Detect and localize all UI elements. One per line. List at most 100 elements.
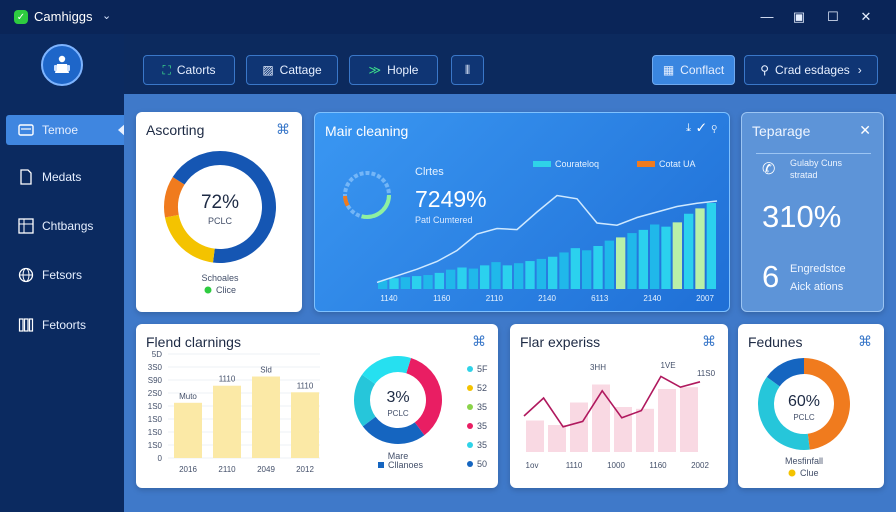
chart-bar <box>593 246 603 289</box>
search-icon: ⚲ <box>760 63 770 77</box>
image-icon: ▨ <box>262 63 274 77</box>
globe-icon <box>18 267 34 283</box>
legend-label: 35 <box>477 421 487 431</box>
y-tick-label: 1S0 <box>148 402 163 411</box>
x-tick-label: 2140 <box>538 294 556 303</box>
pin-icon[interactable]: ⌘ <box>276 121 290 137</box>
chart-bar <box>400 277 410 289</box>
x-tick-label: 2049 <box>257 465 275 474</box>
download-icon[interactable]: ⤓ <box>686 122 691 134</box>
x-tick-label: 1160 <box>649 461 667 470</box>
x-tick-label: 2012 <box>296 465 314 474</box>
donut-value: 72% <box>201 192 239 213</box>
chart-bar <box>252 376 280 458</box>
legend-label: 50 <box>477 459 487 469</box>
card-title: Mair cleaning <box>325 123 409 139</box>
chart-bar <box>582 250 592 289</box>
close-button[interactable]: ✕ <box>860 9 872 24</box>
chart-bar <box>616 237 626 289</box>
card-actions: ⤓ ✓ ⚲ <box>686 122 717 135</box>
chart-bar <box>680 387 698 452</box>
chart-bar <box>412 276 422 289</box>
maximize-button[interactable]: ☐ <box>827 9 839 24</box>
legend-dot <box>467 366 473 372</box>
legend-swatch <box>378 462 384 468</box>
chart-bar <box>706 203 716 289</box>
app-shield-icon: ✓ <box>14 10 28 24</box>
legend-swatch <box>637 161 655 167</box>
sidebar-item-label: Chtbangs <box>42 219 94 233</box>
y-tick-label: 1S0 <box>148 428 163 437</box>
chart-bar <box>536 258 546 289</box>
chart-bar <box>548 425 566 452</box>
bar-label: Sld <box>260 366 272 375</box>
avatar[interactable] <box>41 44 83 86</box>
x-tick-label: 1110 <box>566 461 583 470</box>
search-button[interactable]: ⚲ Crad esdages › <box>744 55 878 85</box>
hople-button[interactable]: ≫ Hople <box>349 55 438 85</box>
search-icon[interactable]: ⚲ <box>711 122 717 134</box>
stat-value: 7249% <box>415 186 487 212</box>
donut-segment <box>212 151 276 263</box>
chevron-down-icon[interactable]: ⌄ <box>102 10 112 22</box>
pie-sub: PCLC <box>387 409 409 418</box>
chevron-icon: ≫ <box>368 63 382 77</box>
filter-button[interactable]: ⫴ <box>451 55 484 85</box>
legend-dot <box>204 286 212 294</box>
x-tick-label: 6113 <box>591 294 609 303</box>
pin-icon[interactable]: ⌘ <box>702 333 716 349</box>
catorts-button[interactable]: ⛶ Catorts <box>143 55 235 85</box>
button-label: Conflact <box>680 63 725 77</box>
close-icon[interactable]: ✕ <box>859 122 871 138</box>
y-tick-label: S90 <box>148 376 163 385</box>
phone-label: Gulaby Cuns stratad <box>790 158 843 180</box>
chart-bar <box>548 256 558 289</box>
chart-bar <box>174 402 202 458</box>
pin-icon[interactable]: ⌘ <box>858 333 872 349</box>
chart-bar <box>614 407 632 452</box>
count-label: Engredstce <box>790 263 846 275</box>
sidebar-item-label: Medats <box>42 170 82 184</box>
sidebar-item-chtbangs[interactable]: Chtbangs <box>6 211 124 241</box>
chart-bar <box>559 252 569 289</box>
donut-segment <box>758 376 810 450</box>
x-tick-label: 2016 <box>179 465 197 474</box>
sidebar-item-temoe[interactable]: Temoe <box>6 115 126 145</box>
card-friend-cleanings: Flend clarnings ⌘ 5D 3S0 S90 2S0 1S0 1S0 1S0 1S… <box>136 324 498 488</box>
sidebar-item-fetsors[interactable]: Fetsors <box>6 260 124 290</box>
app-title[interactable]: Camhiggs <box>34 9 93 24</box>
chart-bar <box>526 420 544 452</box>
chart-icon: ⛶ <box>162 62 171 77</box>
sidebar-item-medats[interactable]: Medats <box>6 162 124 192</box>
cattage-button[interactable]: ▨ Cattage <box>246 55 338 85</box>
legend-dot <box>467 385 473 391</box>
x-tick-label: 2002 <box>691 461 709 470</box>
card-title: Fedunes <box>748 334 803 350</box>
donut-segment <box>766 358 804 387</box>
chart-bar <box>378 280 388 289</box>
chart-bar <box>434 272 444 289</box>
edit-icon[interactable]: ✓ <box>697 122 706 134</box>
y-tick-label: 3S0 <box>148 363 163 372</box>
restore-button[interactable]: ▣ <box>792 9 806 24</box>
active-indicator <box>118 123 126 137</box>
y-tick-label: 1S0 <box>148 415 163 424</box>
donut-segment <box>804 358 851 450</box>
document-icon <box>18 169 34 185</box>
chart-bar <box>570 248 580 289</box>
x-tick-label: 1ov <box>526 461 539 470</box>
bar-label: Muto <box>179 392 197 401</box>
minimize-button[interactable]: — <box>760 9 774 24</box>
contact-button[interactable]: ▦ Conflact <box>652 55 735 85</box>
pie-legend: Cllanoes <box>388 460 424 470</box>
legend-label: Clue <box>800 468 819 478</box>
sidebar-item-fetoorts[interactable]: Fetoorts <box>6 310 124 340</box>
stat-label: Clrtes <box>415 166 444 178</box>
title-bar: ✓ Camhiggs ⌄ — ▣ ☐ ✕ <box>0 0 896 34</box>
pin-icon[interactable]: ⌘ <box>472 333 486 349</box>
legend-dot <box>467 461 473 467</box>
button-label: Catorts <box>176 63 216 77</box>
pie-caption: Mare <box>388 451 409 461</box>
legend-label: 35 <box>477 440 487 450</box>
card-flat-expenses: Flar experiss ⌘ 1ov 1110 1000 1160 2002 3HH 1V… <box>510 324 728 488</box>
